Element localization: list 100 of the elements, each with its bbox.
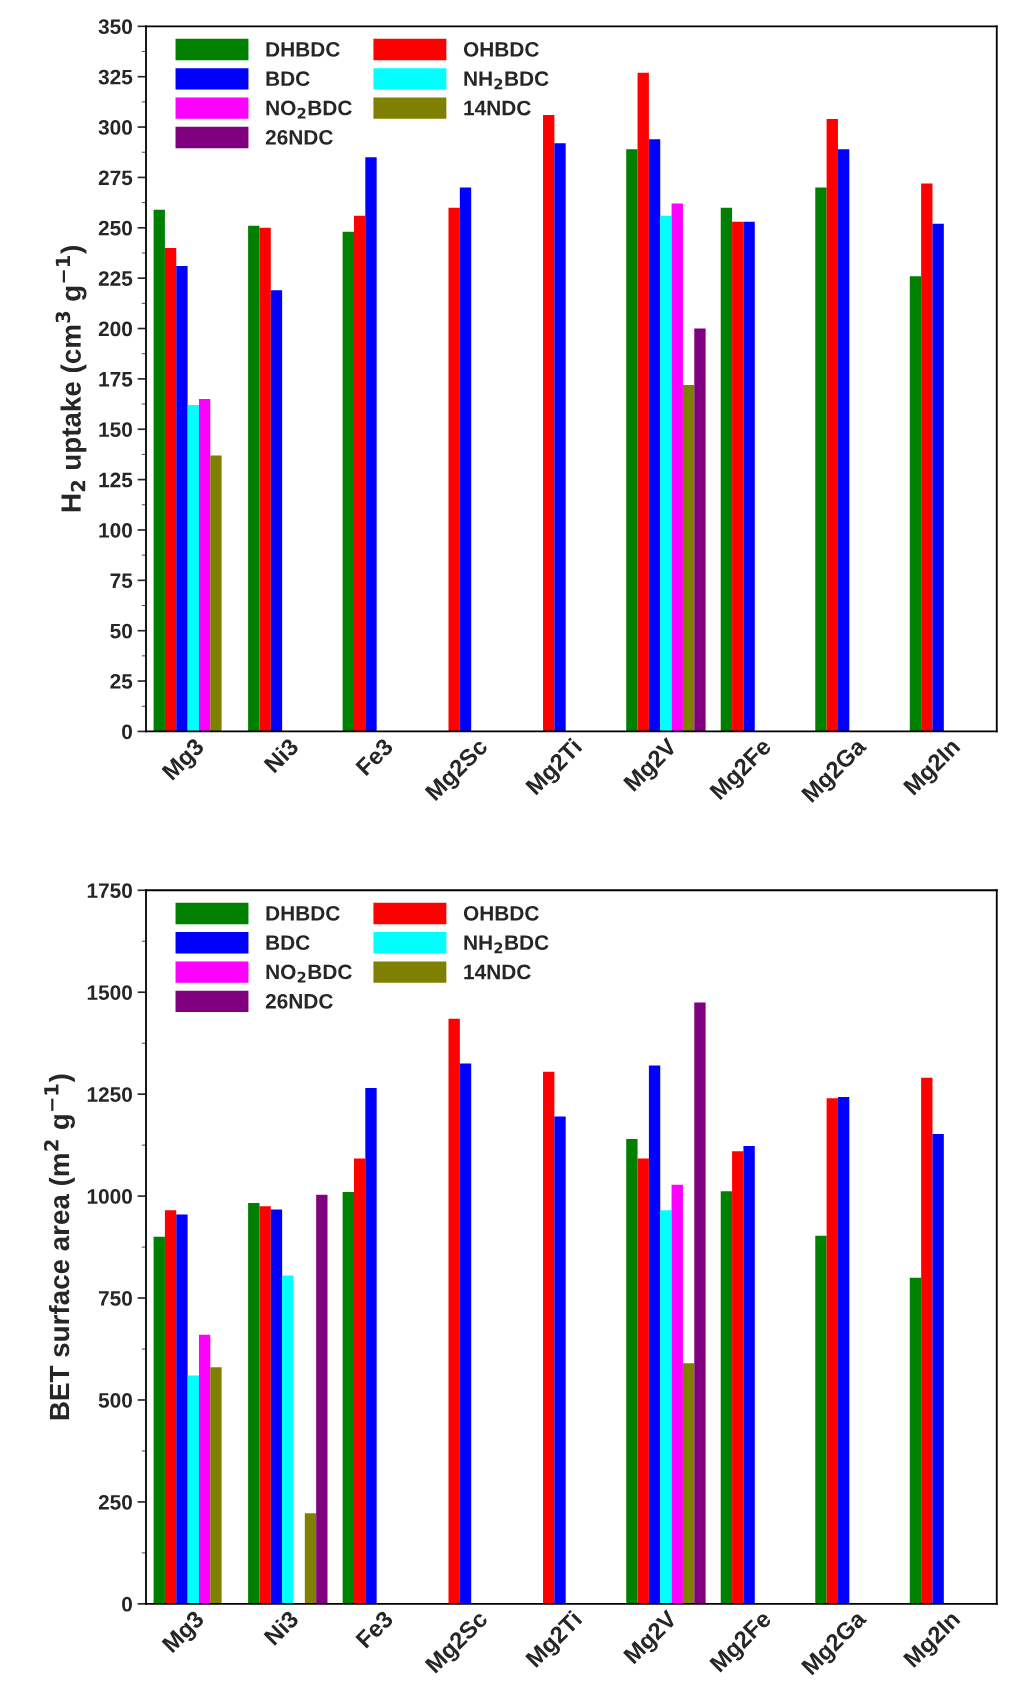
bar	[671, 203, 683, 732]
bar	[694, 1002, 706, 1604]
y-tick-label: 250	[98, 1494, 132, 1510]
bar	[743, 1145, 755, 1604]
bar	[353, 1158, 366, 1604]
bar	[198, 399, 211, 732]
bar	[826, 119, 838, 732]
bar	[259, 1206, 271, 1604]
legend-label: DHBDC	[266, 905, 340, 921]
y-tick-label: 1000	[87, 1189, 132, 1204]
bar	[153, 1236, 165, 1604]
y-tick-label: 225	[98, 271, 133, 286]
y-tick-label: 100	[99, 522, 132, 538]
bar	[743, 221, 755, 732]
bar	[270, 1209, 283, 1604]
bar	[554, 143, 566, 732]
legend-label: 14NDC	[464, 100, 531, 116]
bar	[921, 1077, 933, 1604]
legend-label: NH$_{2}$BDC	[464, 935, 549, 954]
bar	[270, 290, 283, 732]
bar	[259, 227, 271, 732]
y-tick-label: 300	[98, 120, 132, 135]
y-tick-label: 175	[99, 372, 133, 387]
bar	[671, 1184, 683, 1604]
legend-label: NO$_{2}$BDC	[266, 964, 352, 983]
y-tick-label: 0	[122, 724, 132, 740]
y-axis-title: BET surface area (m$^{2}$ g$^{−1}$)	[43, 1074, 75, 1420]
bar	[210, 455, 222, 732]
legend-label: DHBDC	[266, 42, 340, 57]
bar	[365, 1088, 377, 1604]
bar	[732, 221, 744, 732]
y-tick-label: 1750	[87, 883, 132, 899]
y-tick-label: 1500	[87, 985, 132, 1000]
y-tick-label: 50	[110, 623, 132, 639]
y-tick-label: 350	[98, 19, 132, 35]
bar	[720, 1191, 733, 1604]
bar	[198, 1334, 211, 1604]
bar	[648, 1065, 661, 1604]
bar	[353, 215, 366, 732]
legend-label: OHBDC	[463, 42, 539, 57]
bar	[448, 1018, 460, 1604]
bar	[660, 1210, 672, 1604]
bar	[626, 1139, 638, 1604]
y-tick-label: 1250	[87, 1087, 132, 1102]
bar	[459, 1063, 472, 1604]
legend-label: OHBDC	[463, 905, 539, 921]
legend-label: NO$_{2}$BDC	[266, 100, 352, 119]
bar	[626, 149, 638, 732]
bar	[153, 209, 165, 732]
bar	[932, 1134, 944, 1604]
bar	[637, 72, 649, 732]
y-tick-label: 750	[98, 1291, 132, 1306]
bar	[637, 1158, 649, 1604]
y-tick-label: 150	[99, 422, 132, 437]
x-tick-label: Ni3	[262, 736, 300, 774]
bar	[543, 1071, 555, 1604]
bar	[176, 266, 188, 732]
bar	[187, 1375, 199, 1604]
bar	[543, 114, 555, 732]
bar	[732, 1151, 744, 1604]
bar	[365, 157, 377, 732]
legend-label: BDC	[266, 71, 310, 87]
bar	[826, 1098, 838, 1604]
y-axis-title: H$_{2}$ uptake (cm$^{3}$ g$^{−1}$)	[55, 246, 87, 512]
bar	[837, 149, 850, 732]
bar	[909, 276, 922, 732]
bar	[448, 207, 460, 732]
bar	[187, 405, 199, 732]
bar	[304, 1513, 317, 1604]
y-tick-label: 500	[98, 1392, 132, 1408]
bar	[176, 1214, 188, 1604]
x-tick-label: Ni3	[262, 1609, 300, 1646]
bar	[837, 1097, 850, 1604]
bar	[815, 1235, 827, 1604]
bar	[909, 1277, 922, 1604]
x-tick-label: Fe3	[355, 737, 395, 777]
bar	[459, 187, 472, 732]
y-tick-label: 325	[98, 69, 133, 85]
bar	[932, 223, 944, 732]
legend-label: 14NDC	[464, 964, 531, 980]
bar	[210, 1367, 222, 1604]
y-tick-label: 125	[99, 472, 133, 488]
legend-label: NH$_{2}$BDC	[464, 71, 549, 90]
bar	[342, 231, 354, 732]
bar	[248, 225, 260, 732]
bar	[682, 384, 695, 732]
bar	[248, 1203, 260, 1604]
y-tick-label: 0	[122, 1596, 132, 1612]
bar	[694, 328, 706, 732]
y-tick-label: 200	[98, 321, 132, 337]
x-tick-label: Fe3	[355, 1609, 395, 1649]
bar	[342, 1192, 354, 1604]
y-tick-label: 275	[98, 170, 133, 186]
bar	[720, 207, 733, 732]
bar	[682, 1363, 695, 1604]
y-tick-label: 25	[110, 674, 133, 689]
bar	[164, 247, 177, 732]
legend-label: BDC	[266, 935, 310, 951]
legend-label: 26NDC	[265, 993, 333, 1009]
bar	[554, 1116, 566, 1604]
